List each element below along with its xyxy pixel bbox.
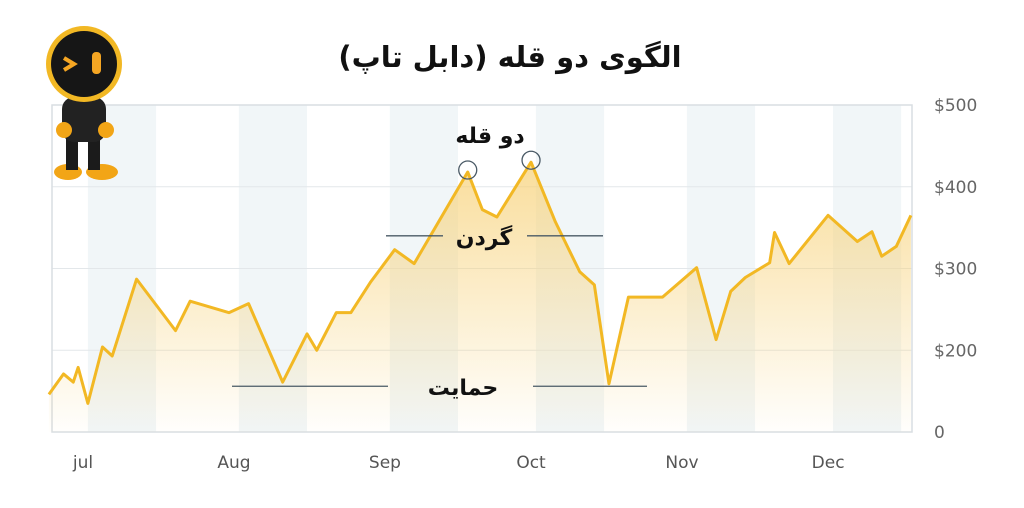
neckline-label: گردن: [456, 224, 513, 251]
y-tick-label: $200: [934, 341, 977, 361]
peak-marker: [521, 150, 541, 170]
y-tick-label: $300: [934, 260, 977, 280]
peaks-label: دو قله: [455, 124, 524, 149]
x-tick-label: jul: [72, 453, 93, 473]
x-tick-label: Oct: [516, 453, 546, 473]
x-tick-label: Dec: [812, 453, 845, 473]
support-label: حمایت: [428, 376, 498, 401]
x-tick-label: Aug: [217, 453, 250, 473]
y-tick-label: $500: [934, 96, 977, 116]
x-tick-label: Nov: [665, 453, 698, 473]
peak-marker: [458, 160, 478, 180]
y-tick-label: 0: [934, 423, 945, 443]
chart-title: الگوی دو قله (دابل تاپ): [338, 40, 682, 74]
y-tick-label: $400: [934, 178, 977, 198]
x-tick-label: Sep: [369, 453, 401, 473]
area-fill: [48, 162, 911, 432]
mascot-character-icon: [46, 26, 122, 180]
series-line: [47, 160, 913, 405]
